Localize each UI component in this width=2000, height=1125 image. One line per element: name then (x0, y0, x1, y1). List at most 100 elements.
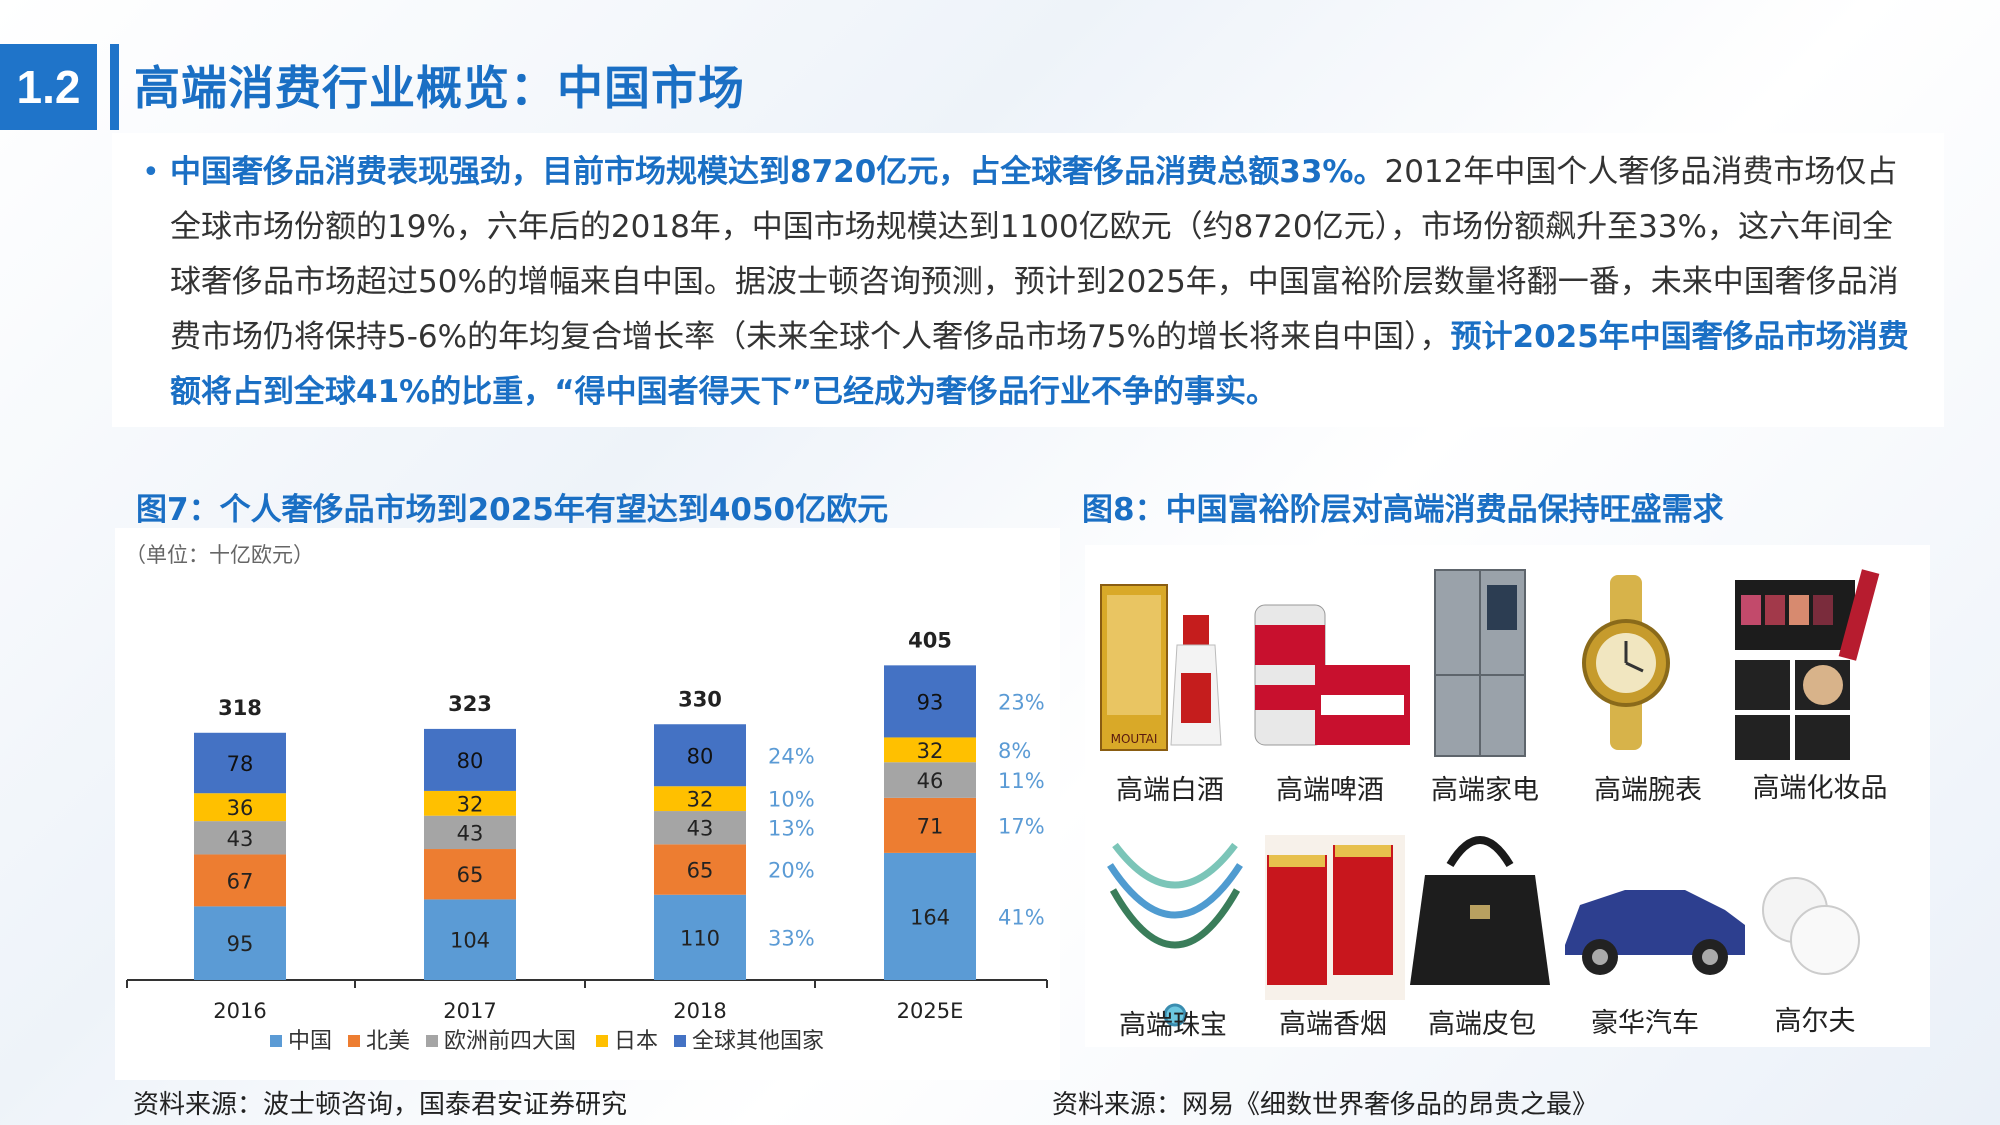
bar-segment (194, 821, 286, 855)
figure7-source: 资料来源：波士顿咨询，国泰君安证券研究 (133, 1090, 628, 1120)
share-label: 20% (768, 859, 815, 883)
data-label: 164 (910, 905, 950, 929)
figure8-source: 资料来源：网易《细数世界奢侈品的昂贵之最》 (1052, 1090, 1599, 1120)
data-label: 95 (227, 932, 254, 956)
data-label: 43 (227, 827, 254, 851)
share-label: 11% (998, 769, 1045, 793)
x-tick-label: 2016 (213, 999, 266, 1023)
share-label: 33% (768, 926, 815, 950)
legend-label: 北美 (366, 1029, 410, 1054)
product-label-cigarettes: 高端香烟 (1279, 1009, 1387, 1040)
legend-label: 全球其他国家 (692, 1029, 824, 1054)
intro-highlight-2: 预计2025年中国奢侈品市场消费额将占到全球41%的比重，“得中国者得天下”已经… (170, 319, 1909, 410)
data-label: 43 (687, 817, 714, 841)
bar-segment (654, 894, 746, 980)
share-label: 13% (768, 817, 815, 841)
data-label: 78 (227, 752, 254, 776)
data-label: 43 (457, 821, 484, 845)
bar-segment (194, 732, 286, 794)
x-tick-label: 2018 (673, 999, 726, 1023)
beer-icon (1254, 604, 1410, 746)
legend-swatch (348, 1035, 360, 1047)
total-label: 318 (218, 696, 262, 720)
legend-label: 中国 (288, 1029, 332, 1054)
cigarette-icon (1265, 835, 1405, 1000)
bar-segment (194, 906, 286, 980)
figure8-title: 图8：中国富裕阶层对高端消费品保持旺盛需求 (1082, 492, 1724, 528)
product-grid: MOUTAI (1085, 545, 1930, 1047)
data-label: 32 (687, 788, 714, 812)
watch-icon (1582, 575, 1670, 750)
share-label: 17% (998, 814, 1045, 838)
total-label: 405 (908, 628, 952, 652)
share-label: 10% (768, 788, 815, 812)
legend-swatch (426, 1035, 438, 1047)
data-label: 80 (457, 749, 484, 773)
data-label: 110 (680, 926, 720, 950)
bar-segment (194, 793, 286, 822)
legend-label: 欧洲前四大国 (444, 1029, 576, 1054)
data-label: 36 (227, 796, 254, 820)
bar-segment (424, 790, 516, 816)
x-tick-label: 2017 (443, 999, 496, 1023)
bar-segment (884, 665, 976, 738)
intro-body: 2012年中国个人奢侈品消费市场仅占全球市场份额的19%，六年后的2018年，中… (170, 154, 1899, 355)
share-label: 23% (998, 690, 1045, 714)
data-label: 104 (450, 929, 490, 953)
car-icon (1565, 890, 1745, 975)
bar-segment (884, 737, 976, 763)
product-label-appliance: 高端家电 (1431, 775, 1539, 806)
data-label: 93 (917, 690, 944, 714)
bar-segment (194, 854, 286, 907)
necklace-icon (1107, 842, 1243, 1027)
product-label-baijiu: 高端白酒 (1116, 775, 1224, 806)
product-label-jewelry: 高端珠宝 (1119, 1010, 1227, 1041)
product-label-golf: 高尔夫 (1774, 1006, 1856, 1037)
bar-segment (884, 797, 976, 853)
legend-label: 日本 (614, 1029, 658, 1054)
intro-paragraph: 中国奢侈品消费表现强劲，目前市场规模达到8720亿元，占全球奢侈品消费总额33%… (170, 145, 1910, 420)
product-label-cosmetics: 高端化妆品 (1752, 773, 1888, 804)
intro-highlight-1: 中国奢侈品消费表现强劲，目前市场规模达到8720亿元，占全球奢侈品消费总额33%… (170, 154, 1385, 190)
intro-panel: • 中国奢侈品消费表现强劲，目前市场规模达到8720亿元，占全球奢侈品消费总额3… (112, 133, 1944, 427)
data-label: 32 (457, 792, 484, 816)
cosmetics-icon (1735, 569, 1880, 760)
bar-segment (424, 899, 516, 980)
unit-label: （单位：十亿欧元） (125, 543, 314, 567)
product-label-beer: 高端啤酒 (1276, 775, 1384, 806)
fridge-icon (1434, 569, 1526, 757)
product-label-watch: 高端腕表 (1594, 775, 1702, 806)
bar-segment (654, 724, 746, 787)
legend-swatch (270, 1035, 282, 1047)
bar-segment (654, 811, 746, 845)
total-label: 330 (678, 687, 722, 711)
svg-text:MOUTAI: MOUTAI (1111, 732, 1158, 746)
baijiu-icon: MOUTAI (1100, 584, 1222, 751)
bar-segment (424, 728, 516, 791)
data-label: 32 (917, 739, 944, 763)
bar-segment (654, 786, 746, 812)
product-label-handbag: 高端皮包 (1428, 1009, 1536, 1040)
data-label: 71 (917, 814, 944, 838)
figure7-title: 图7：个人奢侈品市场到2025年有望达到4050亿欧元 (136, 492, 889, 528)
bar-segment (884, 762, 976, 798)
share-label: 24% (768, 744, 815, 768)
data-label: 67 (227, 869, 254, 893)
bar-segment (424, 849, 516, 900)
data-label: 65 (687, 859, 714, 883)
total-label: 323 (448, 692, 492, 716)
data-label: 46 (917, 769, 944, 793)
bullet: • (142, 155, 160, 190)
bar-segment (424, 815, 516, 850)
data-label: 65 (457, 863, 484, 887)
stacked-bar-chart: （单位：十亿欧元）9567433678318201610465433280323… (125, 543, 1048, 1054)
chart-panel: （单位：十亿欧元） 95 67 43 36 78 318 2016 104 65 43 32 80 323… (115, 528, 1060, 1080)
handbag-icon (1410, 836, 1550, 985)
share-label: 8% (998, 739, 1031, 763)
golf-ball-icon (1762, 877, 1860, 975)
product-images: MOUTAI (1100, 569, 1880, 1027)
legend-swatch (596, 1035, 608, 1047)
share-label: 41% (998, 905, 1045, 929)
title-divider (110, 44, 119, 130)
x-tick-label: 2025E (897, 999, 964, 1023)
